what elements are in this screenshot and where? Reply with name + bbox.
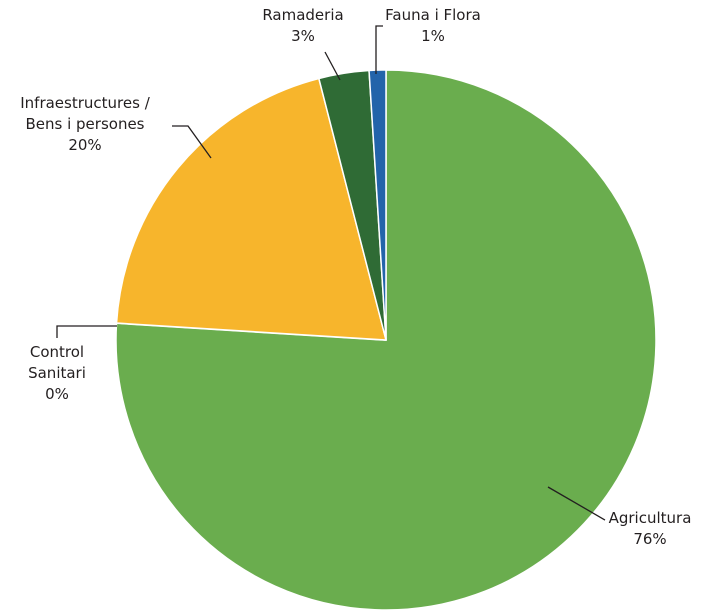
leader-line-infraestructures-bens-i-persones [172,125,212,159]
slice-label-ramaderia: Ramaderia 3% [262,6,343,45]
slice-label-infraestructures-bens-i-persones: Infraestructures / Bens i persones 20% [20,94,150,154]
slice-percent: 0% [45,385,69,403]
slice-percent: 1% [421,27,445,45]
leader-lines [56,25,606,521]
pie-slice-fauna-i-flora [368,69,387,341]
pie-slices [115,69,657,610]
slice-name-line: Bens i persones [25,115,144,133]
slice-percent: 76% [633,530,666,548]
slice-percent: 20% [68,136,101,154]
slice-name-line: Infraestructures / [20,94,150,112]
pie-slice-infraestructures-bens-i-persones [115,77,387,341]
leader-line-fauna-i-flora [375,25,383,74]
slice-name-line: Ramaderia [262,6,343,24]
slice-labels: Agricultura 76% Control Sanitari 0% Infraestr… [20,6,691,548]
leader-line-control-sanitari [56,325,117,338]
slice-name-line: Fauna i Flora [385,6,481,24]
slice-label-agricultura: Agricultura 76% [609,509,692,548]
slice-label-fauna-i-flora: Fauna i Flora 1% [385,6,481,45]
slice-name-line: Agricultura [609,509,692,527]
slice-label-control-sanitari: Control Sanitari 0% [28,343,86,403]
slice-name-line: Control [30,343,84,361]
slice-name-line: Sanitari [28,364,86,382]
leader-line-agricultura [547,486,606,521]
leader-line-ramaderia [324,51,341,81]
slice-percent: 3% [291,27,315,45]
